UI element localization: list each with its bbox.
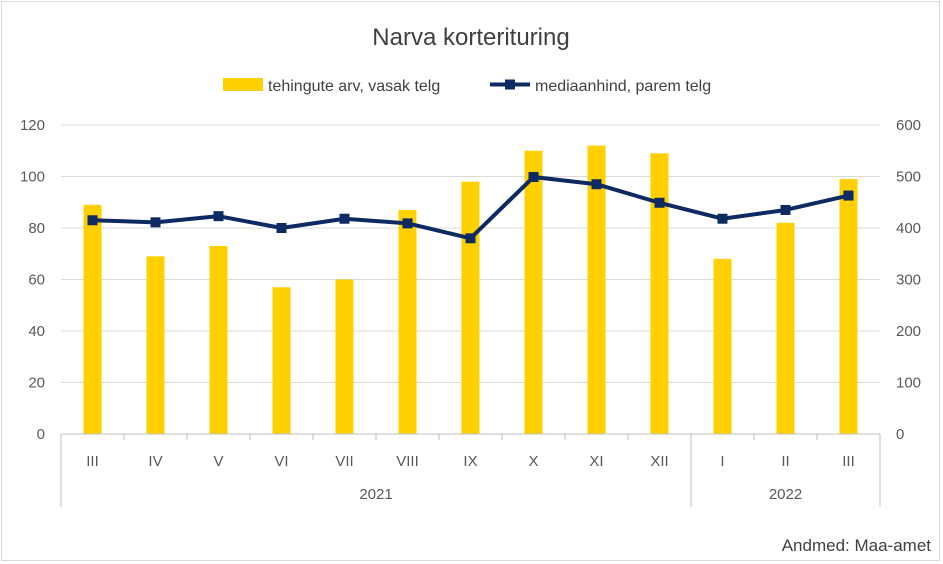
- y-right-tick-label: 300: [896, 272, 921, 289]
- line-point: [528, 172, 539, 183]
- x-tick-label: IV: [148, 453, 162, 470]
- x-tick-label: III: [86, 453, 99, 470]
- y-right-tick-label: 0: [896, 426, 904, 443]
- line-point: [654, 197, 665, 208]
- bar: [461, 181, 480, 434]
- y-right-tick-label: 100: [896, 375, 921, 392]
- bar: [776, 222, 795, 434]
- x-tick-label: III: [842, 453, 855, 470]
- x-tick-label: XI: [589, 453, 603, 470]
- legend-line-label: mediaanhind, parem telg: [535, 78, 711, 95]
- x-tick-label: VII: [335, 453, 353, 470]
- bar: [272, 287, 291, 434]
- legend-bar-label: tehingute arv, vasak telg: [268, 78, 440, 95]
- bar: [146, 256, 165, 434]
- chart-title: Narva korterituring: [372, 24, 569, 51]
- y-left-tick-label: 60: [28, 272, 45, 289]
- legend-bar-swatch: [223, 78, 263, 91]
- x-tick-label: V: [213, 453, 223, 470]
- line-point: [780, 204, 791, 215]
- bar: [335, 279, 354, 434]
- x-tick-label: I: [720, 453, 724, 470]
- line-point: [717, 213, 728, 224]
- y-axis-left: 0 20 40 60 80 100 120: [20, 117, 45, 443]
- bar: [587, 145, 606, 434]
- line-point: [465, 233, 476, 244]
- y-left-tick-label: 120: [20, 117, 45, 134]
- line-point: [843, 190, 854, 201]
- y-left-tick-label: 0: [37, 426, 45, 443]
- x-tick-label: XII: [650, 453, 668, 470]
- x-group-label: 2021: [359, 486, 392, 503]
- x-group-label: 2022: [769, 486, 802, 503]
- y-left-tick-label: 100: [20, 169, 45, 186]
- line-series: [87, 172, 854, 244]
- line-point: [591, 179, 602, 190]
- y-left-tick-label: 20: [28, 375, 45, 392]
- y-right-tick-label: 400: [896, 220, 921, 237]
- y-right-tick-label: 200: [896, 323, 921, 340]
- y-right-tick-label: 600: [896, 117, 921, 134]
- x-tick-label: IX: [463, 453, 477, 470]
- bar: [713, 258, 732, 434]
- line-point: [213, 211, 224, 222]
- x-tick-label: X: [528, 453, 538, 470]
- line-point: [276, 223, 287, 233]
- legend: tehingute arv, vasak telg mediaanhind, p…: [223, 78, 711, 95]
- y-axis-right: 0 100 200 300 400 500 600: [896, 117, 921, 443]
- y-left-tick-label: 80: [28, 220, 45, 237]
- line-point: [402, 218, 413, 229]
- bar: [524, 150, 543, 434]
- x-tick-label: II: [781, 453, 789, 470]
- y-left-tick-label: 40: [28, 323, 45, 340]
- y-right-tick-label: 500: [896, 169, 921, 186]
- x-tick-label: VI: [274, 453, 288, 470]
- bar: [398, 209, 417, 434]
- line-point: [150, 217, 161, 228]
- x-tick-label: VIII: [396, 453, 419, 470]
- bar-series: [83, 145, 858, 434]
- legend-line-marker: [505, 79, 515, 90]
- bar: [839, 179, 858, 434]
- bar: [209, 246, 228, 434]
- source-note: Andmed: Maa-amet: [782, 536, 932, 555]
- bar: [650, 153, 669, 434]
- bar: [83, 204, 102, 434]
- line-point: [339, 213, 350, 224]
- line-point: [87, 215, 98, 226]
